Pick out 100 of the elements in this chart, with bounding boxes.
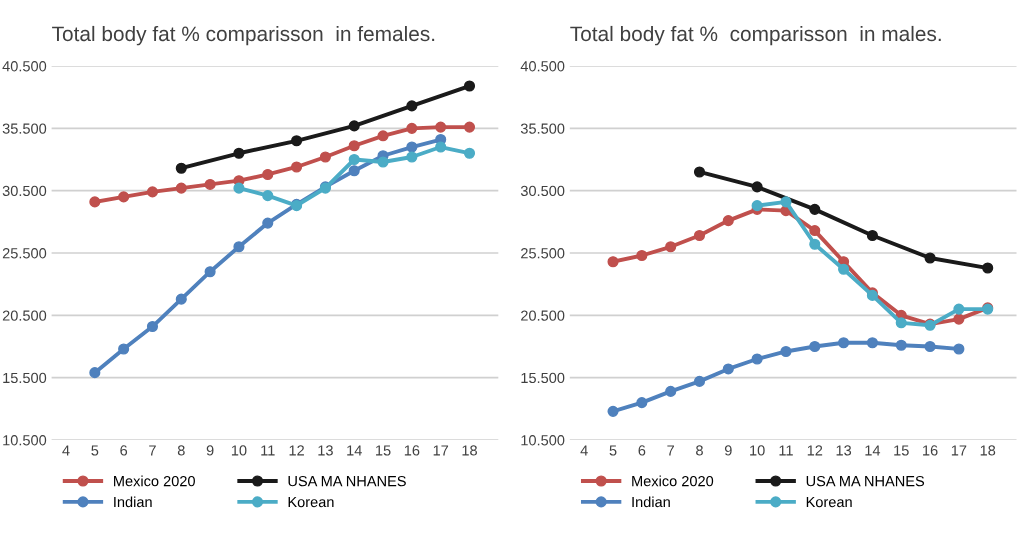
x-tick-label: 7 [667, 445, 674, 456]
point [838, 263, 850, 275]
y-tick-label: 20.500 [521, 310, 565, 321]
y-tick-label: 40.500 [520, 61, 565, 72]
legend-label: USA MA NHANES [288, 475, 406, 487]
point [435, 121, 447, 133]
point [463, 80, 476, 92]
point [780, 196, 792, 208]
x-tick-label: 16 [923, 445, 938, 456]
y-tick-label: 25.500 [521, 248, 565, 259]
point [233, 182, 245, 194]
point [838, 337, 850, 349]
x-tick-label: 18 [980, 445, 996, 456]
point [262, 190, 274, 202]
point [118, 343, 130, 355]
point [866, 229, 878, 242]
point [233, 241, 245, 253]
x-tick-label: 5 [91, 445, 99, 456]
x-tick-label: 15 [894, 445, 909, 456]
y-tick-label: 10.500 [521, 435, 565, 446]
point [722, 363, 734, 375]
x-tick-label: 8 [177, 445, 185, 456]
x-tick-label: 4 [580, 445, 588, 456]
y-tick-label: 35.500 [520, 123, 565, 134]
point [204, 178, 216, 190]
point [895, 339, 907, 351]
x-tick-label: 11 [779, 445, 793, 456]
point [146, 186, 159, 198]
point [348, 140, 360, 152]
x-tick-label: 9 [206, 445, 214, 456]
y-tick-label: 10.500 [3, 435, 47, 446]
point [175, 162, 187, 174]
point [146, 320, 159, 333]
point [89, 367, 101, 379]
point [463, 147, 476, 159]
point [751, 353, 763, 365]
legend-label: Indian [114, 496, 152, 508]
point [406, 141, 418, 153]
point [262, 168, 274, 181]
y-tick-label: 15.500 [3, 372, 47, 384]
legend-label: Mexico 2020 [632, 475, 714, 487]
point [406, 100, 418, 112]
point [636, 249, 648, 262]
point [665, 241, 677, 253]
point [982, 262, 994, 274]
point [693, 166, 706, 178]
point [204, 266, 216, 278]
point [953, 313, 965, 325]
point [809, 340, 821, 353]
point [175, 182, 187, 194]
y-tick-label: 15.500 [521, 372, 565, 384]
x-tick-label: 17 [951, 445, 967, 456]
point [348, 120, 360, 132]
x-tick-label: 14 [347, 445, 362, 456]
point [262, 217, 274, 229]
point [780, 345, 792, 358]
point [953, 303, 965, 315]
x-tick-label: 5 [609, 445, 617, 456]
x-tick-label: 17 [433, 445, 449, 456]
point [175, 293, 187, 305]
legend-label: USA MA NHANES [806, 475, 925, 487]
point [319, 151, 331, 163]
point [809, 225, 821, 237]
point [233, 147, 245, 159]
x-tick-label: 18 [462, 445, 477, 456]
point [291, 161, 303, 173]
point [636, 397, 648, 409]
point [463, 121, 476, 133]
x-tick-label: 9 [724, 445, 732, 456]
point [924, 252, 936, 264]
x-tick-label: 6 [638, 445, 646, 456]
x-tick-label: 15 [376, 445, 391, 456]
chart-title: Total body fat % comparisson in females. [52, 25, 435, 46]
point [348, 153, 360, 166]
x-tick-label: 11 [261, 445, 275, 456]
x-tick-label: 10 [750, 445, 765, 456]
point [924, 340, 936, 353]
point [866, 337, 878, 349]
point [118, 191, 130, 203]
x-tick-label: 16 [404, 445, 420, 456]
point [291, 135, 303, 147]
legend-label: Korean [288, 496, 334, 508]
y-tick-label: 30.500 [2, 185, 47, 197]
x-tick-label: 13 [318, 445, 333, 456]
point [348, 165, 360, 177]
x-tick-label: 10 [231, 445, 247, 456]
point [722, 215, 734, 227]
legend-label: Korean [806, 496, 852, 508]
y-tick-label: 20.500 [2, 310, 47, 321]
legend-label: Mexico 2020 [114, 475, 195, 487]
point [895, 317, 907, 329]
y-tick-label: 35.500 [2, 123, 47, 134]
y-tick-label: 40.500 [2, 61, 47, 72]
x-tick-label: 13 [836, 445, 852, 456]
point [377, 156, 389, 168]
point [406, 151, 418, 163]
y-tick-label: 25.500 [2, 248, 47, 259]
point [89, 196, 101, 208]
chart-title: Total body fat % comparisson in males. [570, 25, 941, 46]
point [406, 122, 418, 134]
